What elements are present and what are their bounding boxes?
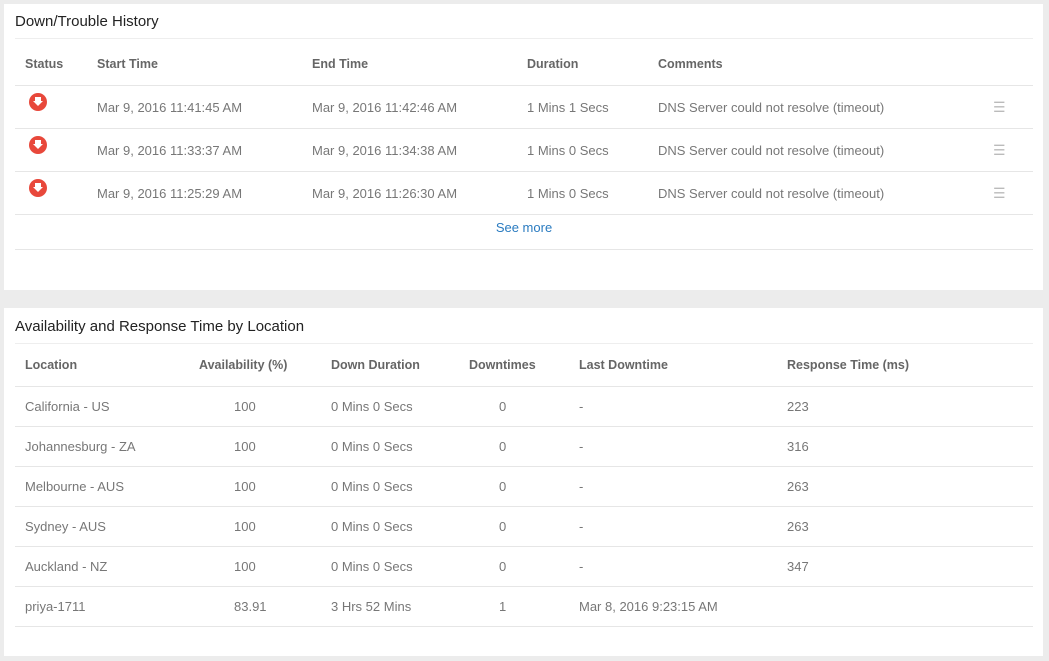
location: priya-1711 [15,586,189,627]
comment: DNS Server could not resolve (timeout) [648,85,983,129]
last-downtime: - [569,386,777,427]
row-menu-icon[interactable]: ☰ [983,128,1033,172]
downtimes: 1 [459,586,569,627]
col-downtimes: Downtimes [459,344,569,387]
last-downtime: - [569,506,777,547]
history-row: Mar 9, 2016 11:41:45 AM Mar 9, 2016 11:4… [15,85,1033,129]
divider [15,38,1033,39]
last-downtime: - [569,466,777,507]
history-row: Mar 9, 2016 11:33:37 AM Mar 9, 2016 11:3… [15,128,1033,172]
availability: 100 [189,546,321,587]
col-end-time: End Time [302,43,517,86]
response-time: 263 [777,466,1033,507]
row-menu-icon[interactable]: ☰ [983,85,1033,129]
downtimes: 0 [459,546,569,587]
comment: DNS Server could not resolve (timeout) [648,128,983,172]
col-down-duration: Down Duration [321,344,459,387]
location: Johannesburg - ZA [15,426,189,467]
row-menu-icon[interactable]: ☰ [983,171,1033,215]
downtimes: 0 [459,426,569,467]
down-duration: 0 Mins 0 Secs [321,546,459,587]
down-duration: 0 Mins 0 Secs [321,426,459,467]
downtimes: 0 [459,386,569,427]
divider [15,343,1033,344]
down-status-icon [29,135,47,154]
col-start-time: Start Time [87,43,302,86]
down-trouble-history-panel: Down/Trouble History Status Start Time E… [4,4,1043,290]
response-time [777,586,1033,627]
col-duration: Duration [517,43,648,86]
col-status: Status [15,43,87,86]
location: California - US [15,386,189,427]
response-time: 223 [777,386,1033,427]
availability: 100 [189,466,321,507]
location-row: priya-1711 83.91 3 Hrs 52 Mins 1 Mar 8, … [15,586,1033,627]
end-time: Mar 9, 2016 11:34:38 AM [302,128,517,172]
end-time: Mar 9, 2016 11:42:46 AM [302,85,517,129]
duration: 1 Mins 1 Secs [517,85,648,129]
last-downtime: - [569,426,777,467]
availability: 83.91 [189,586,321,627]
availability: 100 [189,386,321,427]
duration: 1 Mins 0 Secs [517,171,648,215]
down-status-icon [29,178,47,197]
location-row: Auckland - NZ 100 0 Mins 0 Secs 0 - 347 [15,546,1033,587]
response-time: 316 [777,426,1033,467]
end-time: Mar 9, 2016 11:26:30 AM [302,171,517,215]
col-comments: Comments [648,43,983,86]
last-downtime: - [569,546,777,587]
location: Sydney - AUS [15,506,189,547]
comment: DNS Server could not resolve (timeout) [648,171,983,215]
response-time: 263 [777,506,1033,547]
availability: 100 [189,426,321,467]
panel-title: Down/Trouble History [15,13,159,30]
location-row: Johannesburg - ZA 100 0 Mins 0 Secs 0 - … [15,426,1033,467]
downtimes: 0 [459,466,569,507]
location-row: Sydney - AUS 100 0 Mins 0 Secs 0 - 263 [15,506,1033,547]
col-availability: Availability (%) [189,344,321,387]
start-time: Mar 9, 2016 11:33:37 AM [87,128,302,172]
last-downtime: Mar 8, 2016 9:23:15 AM [569,586,777,627]
location: Auckland - NZ [15,546,189,587]
start-time: Mar 9, 2016 11:25:29 AM [87,171,302,215]
downtimes: 0 [459,506,569,547]
history-table: Status Start Time End Time Duration Comm… [15,43,1033,215]
col-location: Location [15,344,189,387]
start-time: Mar 9, 2016 11:41:45 AM [87,85,302,129]
response-time: 347 [777,546,1033,587]
location-panel: Availability and Response Time by Locati… [4,308,1043,656]
col-response-time: Response Time (ms) [777,344,1033,387]
down-duration: 3 Hrs 52 Mins [321,586,459,627]
down-duration: 0 Mins 0 Secs [321,506,459,547]
down-duration: 0 Mins 0 Secs [321,466,459,507]
see-more-link[interactable]: See more [15,209,1033,250]
duration: 1 Mins 0 Secs [517,128,648,172]
down-status-icon [29,92,47,111]
location-row: California - US 100 0 Mins 0 Secs 0 - 22… [15,386,1033,427]
location: Melbourne - AUS [15,466,189,507]
location-table: Location Availability (%) Down Duration … [15,344,1033,627]
col-last-downtime: Last Downtime [569,344,777,387]
availability: 100 [189,506,321,547]
panel-title: Availability and Response Time by Locati… [15,318,305,335]
location-row: Melbourne - AUS 100 0 Mins 0 Secs 0 - 26… [15,466,1033,507]
down-duration: 0 Mins 0 Secs [321,386,459,427]
history-row: Mar 9, 2016 11:25:29 AM Mar 9, 2016 11:2… [15,171,1033,215]
